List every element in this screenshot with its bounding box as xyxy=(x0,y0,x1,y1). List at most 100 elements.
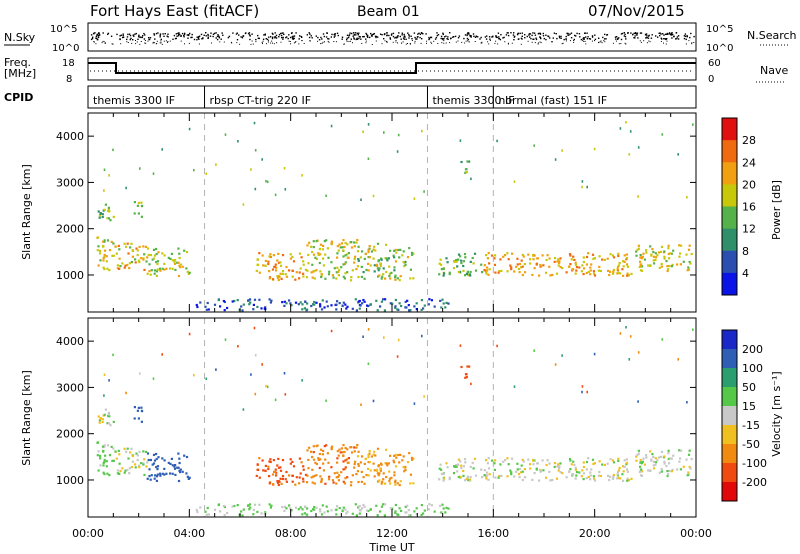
power-cell-1 xyxy=(105,255,108,258)
power-cell-9 xyxy=(559,266,562,269)
nsearch-point xyxy=(135,40,136,41)
velocity-cell-7 xyxy=(367,467,370,470)
velocity-cell-10 xyxy=(678,449,681,452)
velocity-cell-9 xyxy=(506,457,509,460)
velocity-cell-8 xyxy=(442,472,445,475)
velocity-cell-12 xyxy=(294,506,298,509)
velocity-cell-7 xyxy=(385,462,388,465)
velocity-cell-9 xyxy=(527,458,530,461)
velocity-cell-12 xyxy=(423,509,426,512)
power-cell-4 xyxy=(176,261,179,264)
velocity-cell-10 xyxy=(663,462,666,465)
power-sparse-cell xyxy=(205,172,208,175)
velocity-cell-12 xyxy=(207,513,210,516)
velocity-cell-9 xyxy=(568,458,572,461)
power-cell-9 xyxy=(622,274,625,277)
nsky-point xyxy=(560,35,562,38)
power-cell-9 xyxy=(558,260,561,263)
velocity-cell-12 xyxy=(335,508,338,511)
power-cell-7 xyxy=(379,264,382,267)
power-cell-5 xyxy=(272,254,275,257)
power-cell-4 xyxy=(177,247,180,250)
power-cell-7 xyxy=(389,249,392,252)
nsky-point xyxy=(497,32,500,34)
velocity-cell-7 xyxy=(399,480,402,483)
velocity-cell-9 xyxy=(546,459,549,462)
power-cell-12 xyxy=(258,298,261,301)
nsky-point xyxy=(419,33,422,35)
power-cell-12 xyxy=(195,303,198,307)
velocity-cell-9 xyxy=(612,473,615,477)
nsearch-point xyxy=(250,43,252,45)
power-sparse-cell xyxy=(372,194,375,198)
nsky-point xyxy=(633,32,635,35)
velocity-cell-6 xyxy=(328,475,331,478)
power-cell-5 xyxy=(276,276,280,279)
power-cell-1 xyxy=(104,249,107,252)
nsearch-point xyxy=(691,42,693,44)
velocity-cell-0 xyxy=(107,413,110,416)
power-cell-7 xyxy=(395,251,398,254)
velocity-cell-9 xyxy=(580,475,583,478)
freq-unit: [MHz] xyxy=(4,67,36,80)
velocity-cell-8 xyxy=(473,457,477,460)
nsky-point xyxy=(134,33,136,35)
power-sparse-cell xyxy=(254,187,257,191)
nsky-point xyxy=(519,32,521,35)
nsearch-point xyxy=(103,41,105,43)
power-cell-12 xyxy=(196,305,199,309)
power-ytick-label-0: 1000 xyxy=(56,269,84,282)
velocity-cell-11 xyxy=(466,365,469,368)
power-cell-10 xyxy=(663,257,666,260)
nsky-point xyxy=(404,36,406,38)
nsky-point xyxy=(672,33,674,36)
power-cell-4 xyxy=(178,252,181,255)
nsky-point xyxy=(186,34,188,36)
nsearch-point xyxy=(598,41,600,43)
power-cell-10 xyxy=(682,260,685,263)
power-cell-10 xyxy=(640,263,643,266)
velocity-cell-12 xyxy=(346,510,349,513)
velocity-cell-5 xyxy=(284,478,287,481)
velocity-cell-12 xyxy=(313,505,316,509)
nsky-point xyxy=(428,38,431,40)
nsearch-point xyxy=(487,41,489,43)
nsky-point xyxy=(148,37,150,39)
velocity-cell-9 xyxy=(622,470,625,473)
velocity-cell-9 xyxy=(555,477,559,480)
velocity-cell-1 xyxy=(106,472,109,475)
power-cell-4 xyxy=(152,248,156,251)
power-cell-3 xyxy=(140,201,143,204)
velocity-cell-5 xyxy=(256,463,259,466)
nsearch-point xyxy=(537,42,539,44)
velocity-cell-9 xyxy=(578,471,581,474)
velocity-cell-11 xyxy=(460,365,463,369)
velocity-cell-10 xyxy=(653,467,656,470)
nsky-point xyxy=(390,34,393,36)
nsearch-point xyxy=(211,42,212,44)
nsky-point xyxy=(377,36,379,38)
power-cell-10 xyxy=(670,252,673,255)
power-cell-5 xyxy=(267,260,270,263)
power-cell-5 xyxy=(276,259,279,262)
velocity-cell-6 xyxy=(337,454,340,457)
power-cell-1 xyxy=(112,242,115,245)
velocity-cell-8 xyxy=(446,466,449,469)
nsky-point xyxy=(140,36,142,39)
velocity-cell-7 xyxy=(402,455,405,458)
power-cell-2 xyxy=(126,242,129,245)
power-cell-8 xyxy=(469,260,472,263)
nsky-point xyxy=(264,34,266,36)
power-cell-8 xyxy=(471,256,474,260)
nsky-point xyxy=(372,33,375,35)
power-cell-6 xyxy=(335,271,338,274)
velocity-cell-0 xyxy=(108,422,111,425)
power-cell-1 xyxy=(99,249,102,252)
velocity-cell-9 xyxy=(589,478,592,481)
nsky-point xyxy=(473,35,475,37)
nsky-point xyxy=(282,32,284,34)
nsearch-point xyxy=(127,42,129,43)
power-cell-6 xyxy=(310,271,313,274)
power-cell-10 xyxy=(642,252,645,255)
